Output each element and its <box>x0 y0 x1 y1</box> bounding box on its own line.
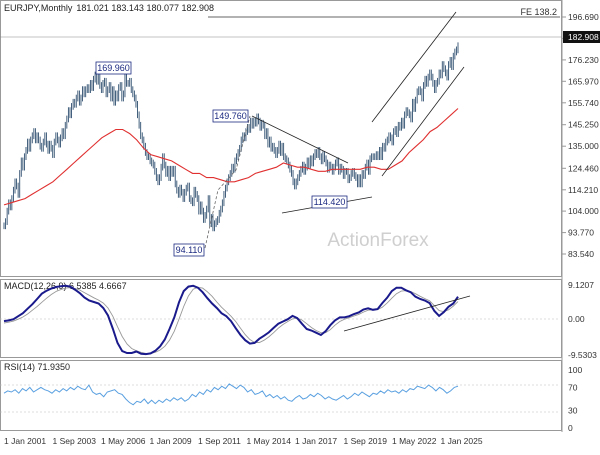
price-tick-label: 135.000 <box>568 141 599 151</box>
svg-text:182.908: 182.908 <box>568 32 599 42</box>
x-axis-label: 1 Sep 2003 <box>53 436 97 446</box>
rsi-axis: 100 70 30 0 <box>568 365 582 433</box>
price-tick-label: 145.250 <box>568 120 599 130</box>
price-tick-label: 155.740 <box>568 98 599 108</box>
macd-signal-line <box>3 286 459 354</box>
macd-tick-label: 0.00 <box>568 314 585 324</box>
price-axis: 196.690186.460176.230165.970155.740145.2… <box>562 12 599 259</box>
price-panel <box>0 0 562 277</box>
price-tick-label: 165.970 <box>568 76 599 86</box>
svg-text:149.760: 149.760 <box>214 111 247 121</box>
channel-upper <box>371 11 457 123</box>
trendline-upper <box>251 115 349 164</box>
rsi-tick-label: 30 <box>568 406 578 416</box>
level-114420: 114.420 <box>311 195 348 209</box>
x-axis-label: 1 Jan 2001 <box>4 436 46 446</box>
x-axis-label: 1 Sep 2011 <box>198 436 241 446</box>
level-94110: 94.110 <box>173 243 205 257</box>
price-tick-label: 104.000 <box>568 206 599 216</box>
price-tick-label: 114.210 <box>568 185 598 195</box>
rsi-tick-label: 100 <box>568 365 582 375</box>
rsi-panel <box>0 360 562 431</box>
level-169960: 169.960 <box>95 61 132 75</box>
rsi-header: RSI(14) 71.9350 <box>4 362 70 372</box>
price-tick-label: 124.460 <box>568 163 599 173</box>
svg-text:114.420: 114.420 <box>314 197 346 207</box>
time-axis: 1 Jan 2001 1 Sep 2003 1 May 2006 1 Jan 2009… <box>4 436 483 446</box>
macd-panel <box>0 279 562 358</box>
price-tick-label: 196.690 <box>568 12 599 22</box>
x-axis-label: 1 May 2014 <box>247 436 292 446</box>
moving-average-line <box>3 108 459 206</box>
svg-text:169.960: 169.960 <box>97 63 130 73</box>
rsi-tick-label: 0 <box>568 423 573 433</box>
projection-dashed <box>204 115 251 249</box>
ohlc-readout: 181.021 183.143 180.077 182.908 <box>76 3 214 13</box>
x-axis-label: 1 Sep 2019 <box>344 436 388 446</box>
channel-lower <box>381 66 465 177</box>
svg-text:94.110: 94.110 <box>176 245 203 255</box>
price-tick-label: 176.230 <box>568 55 599 65</box>
x-axis-label: 1 May 2022 <box>392 436 437 446</box>
rsi-line <box>3 383 459 406</box>
level-149760: 149.760 <box>212 109 249 123</box>
watermark: ActionForex <box>327 230 429 251</box>
macd-tick-label: -9.5303 <box>568 350 597 360</box>
price-bars <box>3 42 459 232</box>
price-tick-label: 83.540 <box>568 249 594 259</box>
symbol-label: EURJPY,Monthly <box>4 3 73 13</box>
macd-trendline <box>343 295 471 332</box>
macd-line <box>3 284 459 356</box>
price-tick-label: 93.770 <box>568 228 594 238</box>
fe-projection-label: FE 138.2 <box>520 7 557 17</box>
current-price-tag: 182.908 <box>563 31 600 43</box>
x-axis-label: 1 May 2006 <box>101 436 146 446</box>
macd-axis: 9.1207 0.00 -9.5303 <box>568 280 597 360</box>
x-axis-label: 1 Jan 2017 <box>295 436 337 446</box>
trendlines <box>204 11 465 249</box>
x-axis-label: 1 Jan 2025 <box>441 436 483 446</box>
price-header: EURJPY,Monthly 181.021 183.143 180.077 18… <box>4 3 214 13</box>
macd-tick-label: 9.1207 <box>568 280 594 290</box>
x-axis-label: 1 Jan 2009 <box>150 436 192 446</box>
rsi-tick-label: 70 <box>568 382 578 392</box>
